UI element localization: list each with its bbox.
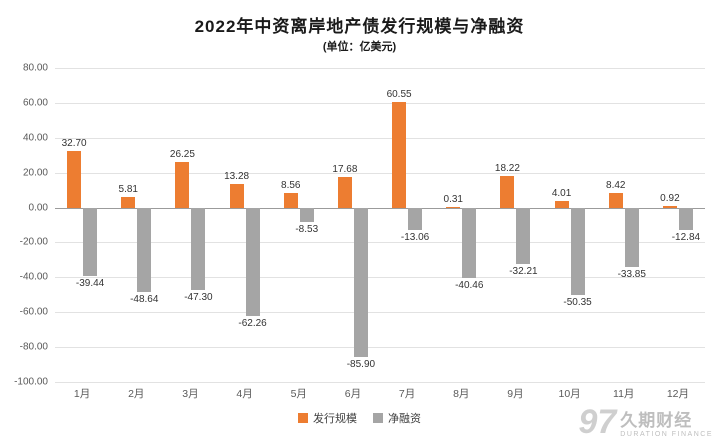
x-tick-label: 7月	[398, 388, 416, 400]
legend: 发行规模 净融资	[0, 410, 719, 426]
bar-value-label: -85.90	[346, 359, 376, 371]
gridline	[55, 312, 705, 314]
bar-value-label: -13.06	[400, 232, 430, 244]
watermark-subtext: DURATION FINANCE	[620, 431, 713, 438]
gridline	[55, 242, 705, 244]
y-tick-label: -20.00	[19, 236, 48, 248]
x-tick-label: 9月	[507, 388, 524, 400]
zero-line	[55, 207, 705, 209]
y-tick-label: 0.00	[28, 202, 48, 214]
gridline	[55, 137, 705, 139]
gridline	[55, 172, 705, 174]
bar-issuance	[175, 161, 190, 208]
bar-net-financing	[678, 207, 693, 230]
bar-value-label: 26.25	[169, 148, 195, 160]
bar-value-label: -39.44	[75, 278, 105, 290]
bar-value-label: -40.46	[455, 280, 484, 292]
bar-issuance	[608, 192, 623, 208]
bar-value-label: 8.42	[606, 179, 626, 191]
bar-net-financing	[624, 207, 639, 267]
gridline	[55, 68, 705, 69]
bar-net-financing	[516, 207, 531, 264]
bar-issuance	[662, 205, 677, 208]
y-tick-label: -100.00	[14, 376, 48, 388]
bar-issuance	[283, 192, 298, 208]
x-tick-label: 5月	[290, 388, 307, 400]
bar-issuance	[554, 200, 569, 208]
legend-item-net-financing: 净融资	[373, 410, 421, 426]
y-tick-label: -60.00	[19, 306, 48, 318]
bar-issuance	[337, 176, 352, 208]
gridline	[55, 382, 705, 383]
y-tick-label: 20.00	[22, 167, 48, 179]
bar-value-label: 60.55	[386, 88, 412, 100]
bar-value-label: 17.68	[332, 163, 358, 175]
x-tick-label: 8月	[453, 388, 470, 400]
plot-area: 32.70 -39.44 5.81 -48.64 26.25 -47.30 13.28 -62…	[55, 68, 705, 383]
chart-title: 2022年中资离岸地产债发行规模与净融资	[194, 17, 525, 36]
bar-value-label: 0.92	[660, 192, 680, 204]
bar-value-label: 0.31	[443, 194, 463, 205]
watermark: 97 久期财经 DURATION FINANCE	[578, 403, 713, 440]
bar-net-financing	[462, 207, 477, 279]
x-tick-label: 4月	[236, 388, 253, 400]
gridline	[55, 347, 705, 349]
y-axis: 80.00 60.00 40.00 20.00 0.00 -20.00 -40.00 -60.…	[0, 63, 50, 388]
bar-net-financing	[245, 207, 260, 317]
y-tick-label: 40.00	[22, 132, 48, 144]
y-tick-label: -80.00	[19, 341, 48, 353]
watermark-brand: 久期财经	[620, 411, 693, 430]
y-tick-label: 60.00	[22, 97, 48, 109]
x-tick-label: 2月	[128, 388, 145, 400]
x-tick-label: 10月	[558, 388, 581, 400]
bar-net-financing	[570, 207, 585, 296]
bar-net-financing	[408, 207, 423, 231]
bar-value-label: 13.28	[224, 171, 250, 183]
bar-net-financing	[353, 207, 368, 358]
x-tick-label: 11月	[613, 388, 635, 400]
bar-value-label: 32.70	[61, 137, 87, 149]
x-tick-label: 3月	[182, 388, 199, 400]
bar-net-financing	[137, 207, 152, 293]
bar-issuance	[121, 197, 136, 208]
bar-value-label: -47.30	[184, 292, 213, 304]
legend-swatch-issuance	[298, 413, 308, 423]
bar-value-label: -12.84	[671, 231, 701, 243]
bar-value-label: -62.26	[238, 318, 267, 330]
legend-label-issuance: 发行规模	[313, 413, 357, 425]
watermark-logo-icon: 97	[578, 403, 617, 440]
bar-issuance	[500, 175, 515, 208]
bar-issuance	[67, 150, 82, 208]
gridline	[55, 277, 705, 279]
bar-issuance	[229, 184, 244, 208]
chart-subtitle: (单位：亿美元)	[322, 41, 397, 53]
bar-net-financing	[299, 207, 314, 223]
bar-value-label: 4.01	[551, 187, 572, 199]
legend-item-issuance: 发行规模	[298, 410, 357, 426]
bar-value-label: 18.22	[494, 162, 520, 174]
bar-value-label: -50.35	[563, 297, 592, 309]
bar-value-label: 8.56	[281, 179, 301, 191]
bar-net-financing	[191, 207, 206, 291]
gridline	[55, 102, 705, 104]
bar-issuance	[392, 101, 407, 208]
bar-value-label: -8.53	[295, 224, 319, 236]
y-tick-label: -40.00	[19, 271, 48, 283]
x-axis: 1月 2月 3月 4月 5月 6月 7月 8月 9月 10月 11月 12月	[55, 386, 705, 402]
bar-value-label: -32.21	[509, 265, 538, 277]
bar-value-label: -48.64	[130, 294, 159, 306]
x-tick-label: 6月	[344, 388, 362, 400]
bar-net-financing	[83, 207, 98, 277]
legend-label-net-financing: 净融资	[388, 413, 421, 425]
bar-value-label: -33.85	[617, 268, 646, 280]
bar-issuance	[446, 207, 461, 208]
legend-swatch-net-financing	[373, 413, 383, 423]
x-tick-label: 12月	[666, 388, 689, 400]
x-tick-label: 1月	[73, 388, 91, 400]
bar-value-label: 5.81	[118, 184, 138, 196]
y-tick-label: 80.00	[22, 62, 48, 74]
